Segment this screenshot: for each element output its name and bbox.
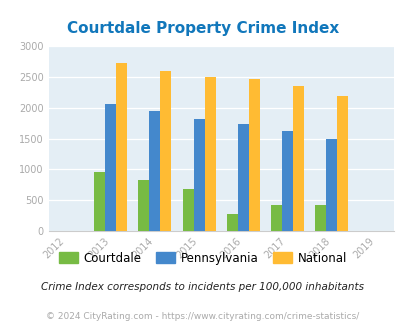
Bar: [160, 71, 171, 231]
Bar: [337, 96, 347, 231]
Bar: [248, 80, 259, 231]
Bar: [237, 124, 248, 231]
Bar: [226, 214, 237, 231]
Bar: [149, 112, 160, 231]
Bar: [315, 206, 326, 231]
Bar: [281, 131, 292, 231]
Bar: [94, 173, 105, 231]
Text: Crime Index corresponds to incidents per 100,000 inhabitants: Crime Index corresponds to incidents per…: [41, 282, 364, 292]
Bar: [292, 86, 303, 231]
Legend: Courtdale, Pennsylvania, National: Courtdale, Pennsylvania, National: [54, 247, 351, 269]
Bar: [105, 104, 116, 231]
Bar: [193, 119, 204, 231]
Text: © 2024 CityRating.com - https://www.cityrating.com/crime-statistics/: © 2024 CityRating.com - https://www.city…: [46, 312, 359, 321]
Bar: [326, 139, 337, 231]
Bar: [182, 189, 193, 231]
Bar: [204, 77, 215, 231]
Bar: [271, 206, 281, 231]
Bar: [116, 63, 127, 231]
Bar: [138, 181, 149, 231]
Text: Courtdale Property Crime Index: Courtdale Property Crime Index: [67, 21, 338, 36]
